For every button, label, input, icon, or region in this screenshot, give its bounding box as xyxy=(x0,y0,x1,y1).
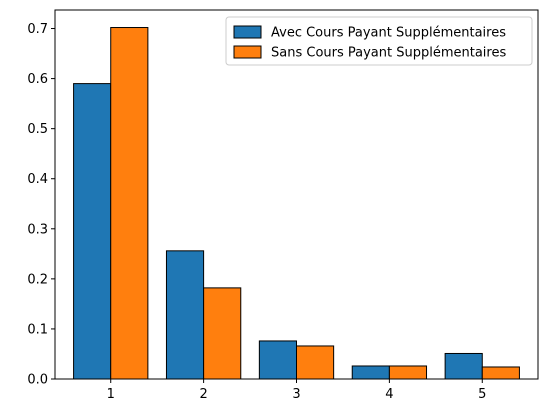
bar-series1-cat3 xyxy=(258,340,298,380)
y-tick-label: 0.0 xyxy=(27,373,48,388)
legend-box xyxy=(225,16,533,66)
y-tick-label: 0.1 xyxy=(27,322,48,337)
bar-series2-cat3 xyxy=(296,345,335,380)
y-tick-label: 0.7 xyxy=(27,22,48,37)
bar-series2-cat2 xyxy=(203,287,242,380)
y-tick-label: 0.4 xyxy=(27,172,48,187)
legend-swatch-2 xyxy=(233,45,262,59)
legend-swatch-1 xyxy=(233,25,262,39)
y-tick-label: 0.6 xyxy=(27,72,48,87)
legend-label-2: Sans Cours Payant Supplémentaires xyxy=(271,46,506,61)
plot-area xyxy=(73,27,520,380)
legend-label-1: Avec Cours Payant Supplémentaires xyxy=(271,26,506,41)
x-tick-label: 4 xyxy=(385,387,393,402)
x-tick-label: 2 xyxy=(199,387,207,402)
bar-series2-cat4 xyxy=(388,365,428,380)
bar-series1-cat2 xyxy=(165,250,205,380)
y-tick-label: 0.2 xyxy=(27,272,48,287)
x-tick-label: 5 xyxy=(478,387,486,402)
axes: 0.0 0.1 0.2 0.3 0.4 0.5 0.6 0.7 1 2 3 4 5 xyxy=(27,9,539,402)
bar-series1-cat1 xyxy=(73,83,112,380)
bar-series1-cat5 xyxy=(444,352,483,380)
bar-series1-cat4 xyxy=(351,365,390,380)
y-tick-label: 0.3 xyxy=(27,222,48,237)
y-tick-label: 0.5 xyxy=(27,122,48,137)
bar-series2-cat5 xyxy=(481,366,520,380)
bar-series2-cat1 xyxy=(110,27,149,380)
legend: Avec Cours Payant Supplémentaires Sans Co… xyxy=(225,16,533,66)
x-tick-label: 1 xyxy=(107,387,115,402)
x-tick-label: 3 xyxy=(292,387,300,402)
